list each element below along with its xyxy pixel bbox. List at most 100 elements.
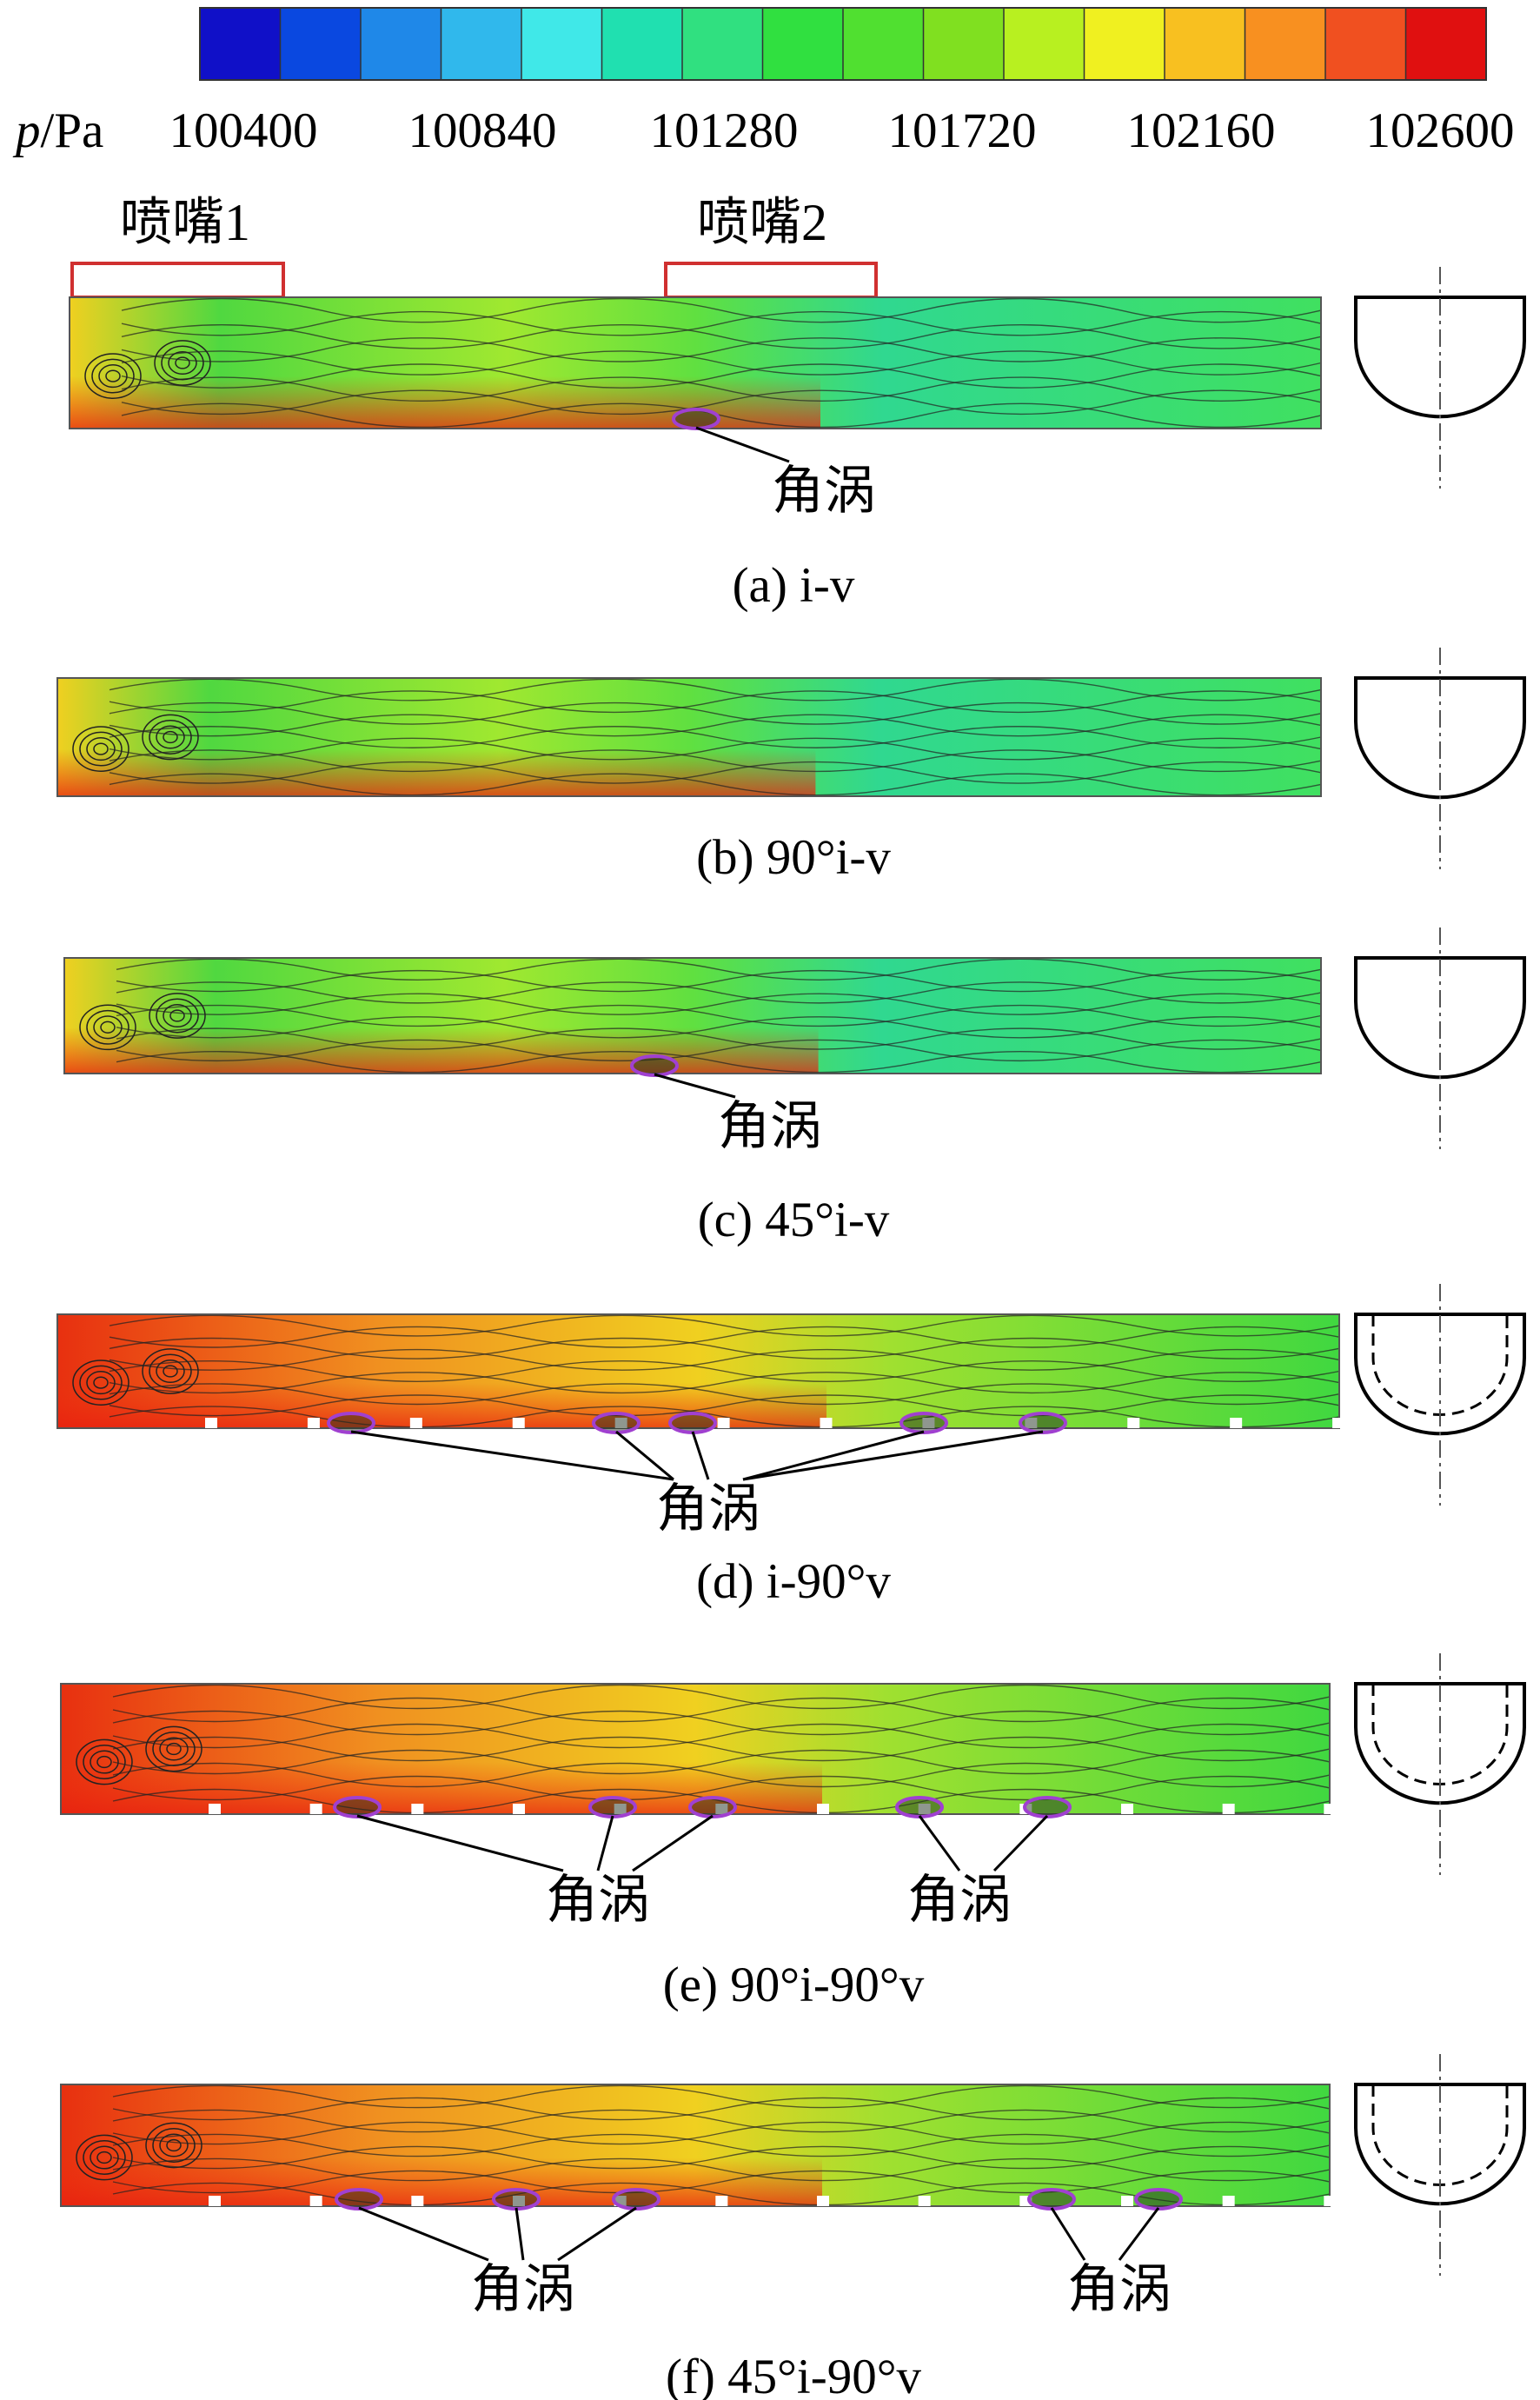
caption: (d) i-90°v [696,1554,891,1609]
wall [56,677,1322,797]
leader-line [350,1430,674,1481]
annotation: 角涡 [546,1871,650,1929]
colorbar-tick-label: 102160 [1127,103,1276,158]
corner-vortex [1134,2188,1183,2211]
slot [409,1418,422,1428]
colorbar-band [682,8,763,80]
streamline [116,1027,1322,1050]
recirculation [163,730,178,744]
colorbar-label: p/Pa [12,103,103,158]
recirculation [149,1353,192,1389]
streamline [121,350,1322,376]
colorbar-band [441,8,522,80]
streamline [121,402,1322,429]
recirculation [91,358,135,394]
symbol: p [12,103,41,158]
streamline [109,678,1322,701]
recirculation [175,356,190,369]
colorbar-band [843,8,924,80]
recirculation [100,1020,116,1034]
slot [209,1804,221,1814]
colorbar-band [1245,8,1326,80]
panel: 角涡 (c) 45°i-v [63,927,1526,1247]
corner-vortex [335,2188,383,2211]
colorbar-tick-label: 100840 [408,103,557,158]
recirculation [166,2138,182,2152]
leader-line [1118,2207,1160,2261]
colorbar-band [1325,8,1406,80]
recirculation [93,742,109,755]
recirculation [145,1725,202,1772]
corner-vortex [895,1796,944,1818]
streamline [109,1372,1340,1394]
colorbar-band [521,8,602,80]
panel: 角涡 角涡 (f) 45°i-90°v [60,2054,1526,2400]
bottom-pressure [61,2157,822,2206]
streamline [112,1736,1331,1762]
slot [817,2196,829,2206]
corner-vortex [1027,2188,1076,2211]
recirculation [86,1371,116,1395]
streamline [116,1051,1322,1074]
recirculation [156,725,185,749]
wall [60,2084,1331,2207]
recirculation [142,1348,199,1394]
colorbar-tick-label: 102600 [1366,103,1515,158]
streamline [116,1004,1322,1027]
recirculation [93,1376,109,1389]
streamline [109,1360,1340,1382]
slot [820,1418,833,1428]
cross-section [1354,1313,1526,1436]
recirculation [142,714,199,761]
leader-line [695,426,790,463]
streamline [112,1775,1331,1801]
slot [918,2196,931,2206]
leader-line [358,2206,489,2262]
streamline [109,1394,1340,1417]
leader-line [514,2207,525,2261]
corner-vortex [612,2188,660,2211]
caption: (f) 45°i-90°v [666,2350,922,2400]
streamline [109,1383,1340,1406]
corner-vortex [492,2188,541,2211]
leader-line [356,1814,564,1872]
recirculation [156,998,199,1034]
slot [1127,1418,1140,1428]
colorbar-band [1405,8,1487,80]
recirculation [154,340,211,386]
wall [63,957,1322,1074]
streamline [121,363,1322,389]
streamline [109,690,1322,714]
recirculation [72,726,129,772]
recirculation [163,1365,178,1378]
leader-line [691,1431,710,1480]
streamline [109,737,1322,761]
annotation: 角涡 [656,1480,760,1538]
streamline [116,958,1322,981]
panel: 角涡 (a) i-v [69,267,1526,613]
recirculation [98,364,128,389]
recirculation [156,1359,185,1384]
caption: (e) 90°i-90°v [663,1958,925,2012]
recirculation [86,1009,129,1045]
streamline [109,714,1322,737]
streamline [112,2182,1331,2206]
streamline [109,1326,1340,1348]
slot [1324,1804,1337,1814]
recirculation [169,1009,185,1022]
leader-line [632,1814,714,1872]
recirculation [159,1737,189,1761]
slot [1121,1804,1133,1814]
nozzle-label: 喷嘴1 [120,194,250,251]
streamline [121,389,1322,416]
streamline [112,1762,1331,1788]
leader-line [654,1073,736,1099]
leader-line [596,1815,614,1871]
streamline [112,1697,1331,1723]
recirculation [149,993,206,1039]
slot [1222,2196,1235,2206]
streamline [112,1684,1331,1710]
streamline [109,726,1322,748]
recirculation [79,1004,136,1051]
